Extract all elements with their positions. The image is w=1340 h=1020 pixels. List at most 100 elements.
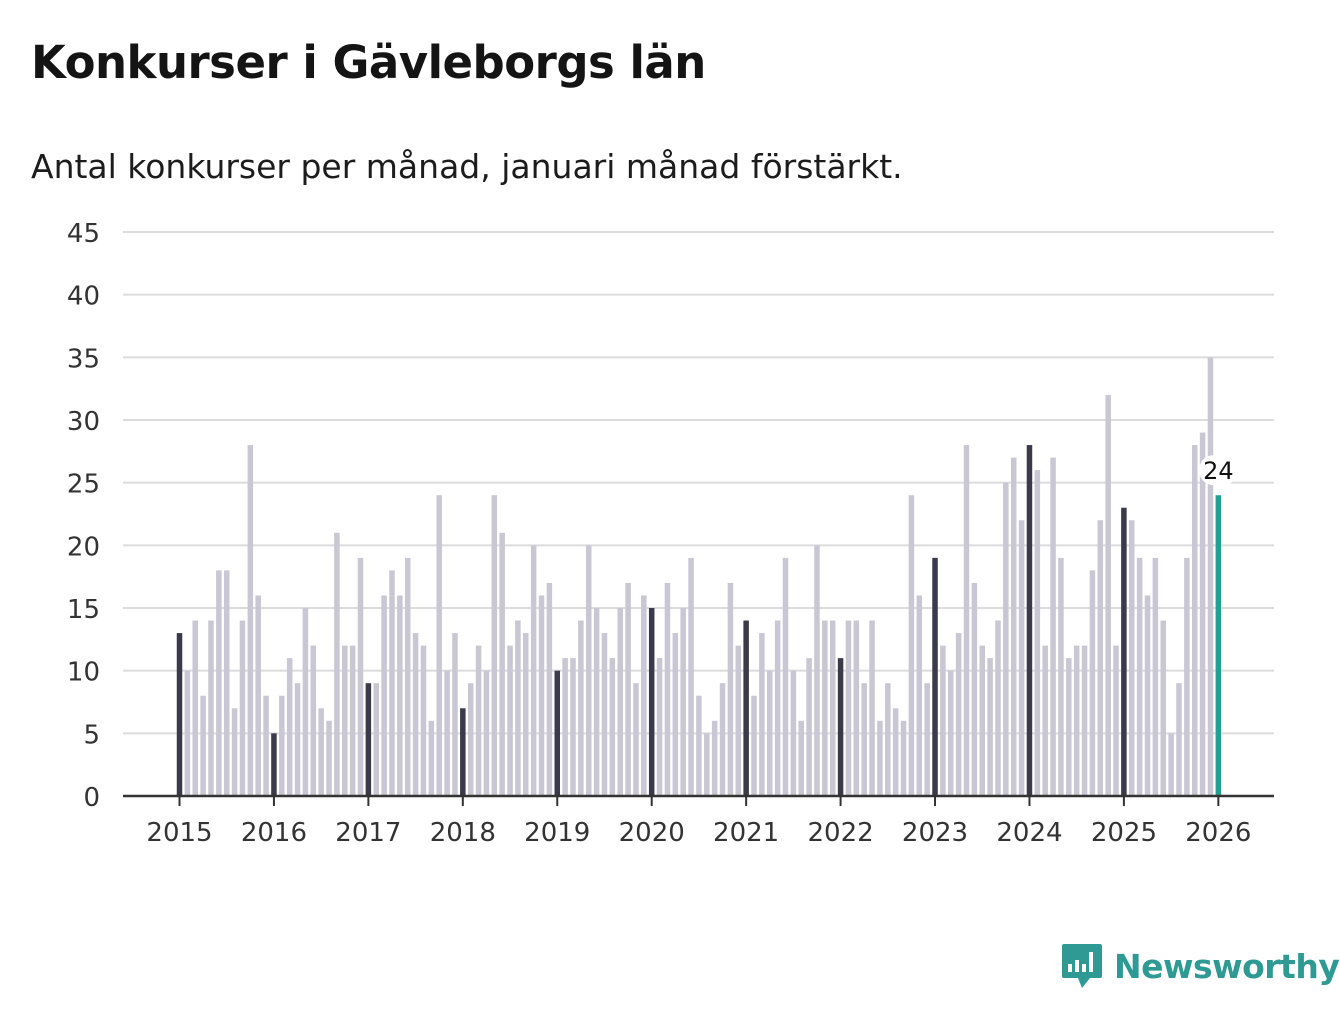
bar[interactable] [593,608,600,796]
bar[interactable] [1010,457,1017,796]
bar[interactable] [633,683,639,796]
bar[interactable] [995,620,1001,796]
bar[interactable] [342,645,348,796]
bar[interactable] [1184,557,1190,796]
bar[interactable] [617,608,623,796]
bar[interactable] [1129,520,1135,796]
bar[interactable] [1081,645,1088,796]
bar[interactable] [1207,357,1214,796]
bar[interactable] [845,620,852,796]
bar[interactable] [499,532,505,796]
bar-january[interactable] [271,733,277,796]
bar[interactable] [696,695,702,796]
bar-latest[interactable] [1215,495,1222,796]
bar[interactable] [255,595,261,796]
bar[interactable] [279,695,285,796]
bar[interactable] [483,670,490,796]
bar[interactable] [334,532,340,796]
bar[interactable] [908,495,915,796]
bar[interactable] [216,570,222,796]
bar[interactable] [625,582,631,796]
bar[interactable] [853,620,860,796]
bar[interactable] [1042,645,1048,796]
bar[interactable] [562,658,568,796]
bar[interactable] [475,645,482,796]
bar[interactable] [900,720,907,796]
bar[interactable] [1058,557,1064,796]
bar[interactable] [1097,520,1104,796]
bar-january[interactable] [460,708,466,796]
bar[interactable] [420,645,427,796]
bar[interactable] [404,557,411,796]
bar[interactable] [1066,658,1072,796]
bar-january[interactable] [837,658,844,796]
bar[interactable] [767,670,773,796]
bar[interactable] [467,683,474,796]
bar[interactable] [680,608,686,796]
bar[interactable] [428,720,435,796]
bar[interactable] [263,695,269,796]
bar[interactable] [546,582,553,796]
bar[interactable] [302,608,309,796]
bar[interactable] [971,582,978,796]
bar[interactable] [318,708,324,796]
bar[interactable] [735,645,742,796]
bar[interactable] [861,683,867,796]
bar[interactable] [286,658,293,796]
bar[interactable] [979,645,985,796]
bar[interactable] [436,495,442,796]
bar[interactable] [782,557,789,796]
bar[interactable] [641,595,647,796]
bar[interactable] [711,720,718,796]
bar[interactable] [523,633,529,796]
bar[interactable] [200,695,206,796]
bar[interactable] [806,658,812,796]
bar[interactable] [869,620,875,796]
bar[interactable] [373,683,380,796]
bar[interactable] [727,582,734,796]
bar-january[interactable] [1026,445,1033,796]
bar[interactable] [1018,520,1025,796]
bar[interactable] [829,620,836,796]
bar[interactable] [719,683,726,796]
bar[interactable] [704,733,710,796]
bar[interactable] [1050,457,1056,796]
bar[interactable] [940,645,946,796]
bar[interactable] [310,645,317,796]
bar[interactable] [1089,570,1096,796]
bar[interactable] [1199,432,1206,796]
bar[interactable] [948,670,954,796]
bar[interactable] [877,720,883,796]
bar[interactable] [491,495,498,796]
bar[interactable] [326,720,332,796]
bar[interactable] [892,708,899,796]
bar[interactable] [515,620,521,796]
bar[interactable] [963,445,970,796]
bar[interactable] [538,595,545,796]
bar[interactable] [822,620,828,796]
bar[interactable] [1160,620,1167,796]
bar[interactable] [751,695,757,796]
bar[interactable] [389,570,395,796]
bar[interactable] [1191,445,1198,796]
bar[interactable] [1105,394,1111,796]
bar[interactable] [814,545,820,796]
bar[interactable] [578,620,584,796]
bar-january[interactable] [365,683,372,796]
bar[interactable] [223,570,230,796]
bar[interactable] [924,683,930,796]
bar[interactable] [774,620,781,796]
bar[interactable] [349,645,356,796]
bar[interactable] [381,595,387,796]
bar-january[interactable] [176,633,183,796]
bar[interactable] [412,633,419,796]
bar[interactable] [790,670,797,796]
bar-january[interactable] [648,608,655,796]
bar[interactable] [239,620,246,796]
bar[interactable] [444,670,450,796]
bar[interactable] [798,720,804,796]
bar[interactable] [294,683,301,796]
bar[interactable] [585,545,592,796]
bar[interactable] [1152,557,1159,796]
bar-january[interactable] [932,557,938,796]
